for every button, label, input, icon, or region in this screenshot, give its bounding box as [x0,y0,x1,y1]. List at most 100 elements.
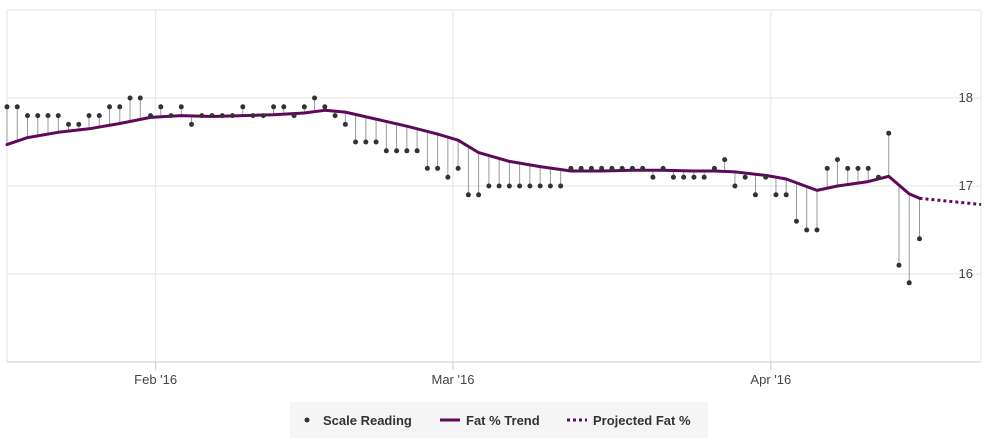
y-tick-label: 18 [959,90,973,105]
x-tick-label: Apr '16 [750,372,791,387]
projected-fat-line [919,196,982,206]
scale-reading-point [66,121,72,127]
scale-reading-point [148,113,154,119]
scale-reading-point [25,113,31,119]
legend-label-scale-reading: Scale Reading [323,413,412,428]
scale-reading-point [476,192,482,198]
grid [7,10,981,362]
scale-reading-point [804,227,810,233]
scale-reading-point [896,262,902,268]
scale-reading-points [4,95,922,286]
scale-reading-point [865,165,871,171]
scale-reading-point [137,95,143,101]
scale-reading-point [45,113,51,119]
scale-reading-point [568,165,574,171]
scale-reading-point [353,139,359,145]
scale-reading-point [834,157,840,163]
scale-reading-point [496,183,502,189]
scale-reading-point [640,165,646,171]
legend-item-scale-reading[interactable]: Scale Reading [304,413,412,428]
tick-labels: 16 17 18 Feb '16 Mar '16 Apr '16 [134,90,973,387]
scale-reading-point [404,148,410,154]
scale-reading-point [670,174,676,180]
y-tick-label: 16 [959,266,973,281]
scale-reading-point [219,113,225,119]
x-tick-label: Mar '16 [432,372,475,387]
scale-reading-point [681,174,687,180]
scale-reading-point [588,165,594,171]
scale-reading-point [445,174,451,180]
y-tick-label: 17 [959,178,973,193]
scale-reading-point [793,218,799,224]
scale-reading-point [424,165,430,171]
scale-reading-point [342,121,348,127]
legend: Scale Reading Fat % Trend Projected Fat … [290,402,708,438]
scale-reading-point [281,104,287,110]
scale-reading-point [250,113,256,119]
scale-reading-point [291,113,297,119]
scale-reading-point [414,148,420,154]
scale-reading-point [650,174,656,180]
scale-reading-point [701,174,707,180]
scale-reading-point [168,113,174,119]
scale-reading-point [332,113,338,119]
scale-reading-point [527,183,533,189]
scale-reading-point [711,165,717,171]
scale-reading-point [886,130,892,136]
scale-reading-point [14,104,20,110]
scale-reading-point [763,174,769,180]
scale-reading-point [107,104,113,110]
scale-reading-point [855,165,861,171]
scale-reading-point [916,236,922,242]
scale-reading-point [209,113,215,119]
scale-reading-point [906,280,912,286]
legend-item-projected-fat[interactable]: Projected Fat % [567,413,691,428]
scale-reading-point [189,121,195,127]
scale-reading-point [383,148,389,154]
axes [6,9,982,370]
scale-reading-point [619,165,625,171]
scale-reading-point [76,121,82,127]
scale-reading-point [55,113,61,119]
scale-reading-point [373,139,379,145]
scale-reading-point [814,227,820,233]
scale-reading-point [732,183,738,189]
scale-reading-point [742,174,748,180]
scale-reading-point [312,95,318,101]
scale-reading-point [691,174,697,180]
scale-reading-point [660,165,666,171]
scale-reading-point [301,104,307,110]
scale-reading-point [465,192,471,198]
legend-label-fat-trend: Fat % Trend [466,413,540,428]
scale-reading-point [578,165,584,171]
scale-reading-point [230,113,236,119]
scale-reading-point [199,113,205,119]
scale-reading-point [599,165,605,171]
scale-reading-point [824,165,830,171]
scale-reading-point [178,104,184,110]
scale-reading-point [435,165,441,171]
scale-reading-point [547,183,553,189]
scale-reading-point [260,113,266,119]
scale-reading-point [240,104,246,110]
scale-reading-point [117,104,123,110]
x-tick-label: Feb '16 [134,372,177,387]
scale-reading-point [722,157,728,163]
legend-item-fat-trend[interactable]: Fat % Trend [440,413,540,428]
scale-reading-point [517,183,523,189]
scale-reading-point [773,192,779,198]
scale-reading-point [271,104,277,110]
scale-reading-point [86,113,92,119]
scale-reading-point [158,104,164,110]
scale-reading-point [96,113,102,119]
scale-reading-point [35,113,41,119]
scale-reading-point [486,183,492,189]
legend-label-projected-fat: Projected Fat % [593,413,691,428]
scale-reading-point [629,165,635,171]
scale-reading-point [609,165,615,171]
scale-reading-point [783,192,789,198]
scale-reading-point [752,192,758,198]
scale-reading-point [558,183,564,189]
